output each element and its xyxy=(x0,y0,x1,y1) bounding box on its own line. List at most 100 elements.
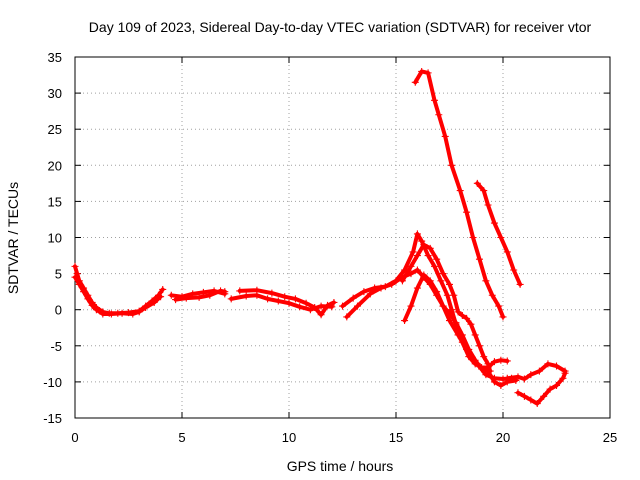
data-point xyxy=(221,288,229,296)
data-point xyxy=(520,375,528,383)
data-point xyxy=(456,187,464,195)
data-point xyxy=(413,284,421,292)
data-point xyxy=(88,301,96,309)
data-point xyxy=(514,373,522,381)
data-point xyxy=(227,295,235,303)
data-point xyxy=(296,303,304,311)
data-point xyxy=(484,367,492,375)
data-point xyxy=(435,111,443,119)
data-point xyxy=(418,67,426,75)
data-point xyxy=(490,219,498,227)
data-point xyxy=(413,230,421,238)
plot-frame xyxy=(74,56,611,419)
y-tick-label: 35 xyxy=(48,50,62,65)
x-tick-label: 5 xyxy=(178,430,185,445)
series-arc-12 xyxy=(473,179,524,288)
data-point xyxy=(268,289,276,297)
data-point xyxy=(206,291,214,299)
data-point xyxy=(499,313,507,321)
data-point xyxy=(527,371,535,379)
data-point xyxy=(377,284,385,292)
data-point xyxy=(452,319,460,327)
data-point xyxy=(553,362,560,370)
data-point xyxy=(450,291,458,299)
data-point xyxy=(437,277,445,285)
x-tick-labels: 0 5 10 15 20 25 xyxy=(71,430,617,445)
data-point xyxy=(398,277,406,285)
data-point xyxy=(490,378,498,386)
x-tick-label: 25 xyxy=(603,430,617,445)
data-point xyxy=(480,187,488,195)
data-point xyxy=(561,369,569,377)
data-point xyxy=(172,296,180,304)
data-point xyxy=(510,266,518,274)
data-point xyxy=(544,360,552,368)
data-point xyxy=(535,367,543,375)
x-tick-label: 10 xyxy=(282,430,296,445)
data-point xyxy=(349,294,357,302)
series-arc-2 xyxy=(71,273,165,318)
data-point xyxy=(420,241,428,249)
data-point xyxy=(142,304,150,312)
data-point xyxy=(441,132,449,140)
data-point xyxy=(471,331,479,339)
data-point xyxy=(360,288,368,296)
data-point xyxy=(439,302,447,310)
data-point xyxy=(446,280,453,288)
data-point xyxy=(129,310,137,318)
data-point xyxy=(291,295,299,303)
data-point xyxy=(465,345,473,353)
y-tick-label: 30 xyxy=(48,86,62,101)
data-point xyxy=(471,356,479,364)
data-point xyxy=(424,252,432,260)
data-point xyxy=(458,311,466,319)
data-point xyxy=(413,252,421,260)
series-arc-10 xyxy=(401,271,520,390)
data-point xyxy=(426,277,434,285)
data-point xyxy=(475,255,483,263)
data-point xyxy=(311,304,319,312)
data-point xyxy=(454,308,462,316)
series-arc-6 xyxy=(236,286,338,319)
data-point xyxy=(420,271,428,279)
series-line xyxy=(340,231,510,370)
data-point xyxy=(281,293,289,301)
data-point xyxy=(463,208,471,216)
data-point xyxy=(516,280,524,288)
y-tick-labels: -15 -10 -5 0 5 10 15 20 25 30 35 xyxy=(43,50,62,426)
data-point xyxy=(433,288,441,296)
data-point xyxy=(433,255,441,263)
data-point xyxy=(424,69,432,77)
data-point xyxy=(107,310,115,318)
data-point xyxy=(71,262,79,270)
data-point xyxy=(473,179,481,187)
x-tick-label: 0 xyxy=(71,430,78,445)
data-point xyxy=(503,357,511,365)
data-point xyxy=(499,375,507,383)
data-point xyxy=(527,396,535,404)
data-point xyxy=(546,385,554,393)
data-point xyxy=(514,389,522,397)
data-point xyxy=(118,309,126,317)
series-line xyxy=(402,273,518,388)
data-point xyxy=(236,287,244,295)
data-point xyxy=(150,298,158,306)
series-arc-11 xyxy=(411,67,507,321)
data-point xyxy=(388,280,396,288)
data-point xyxy=(253,286,261,294)
data-point xyxy=(366,290,374,298)
data-point xyxy=(497,234,505,241)
data-point xyxy=(533,400,541,408)
data-point xyxy=(167,291,175,299)
data-point xyxy=(469,234,477,241)
data-point xyxy=(446,309,453,317)
data-point xyxy=(503,248,511,256)
x-axis-label: GPS time / hours xyxy=(287,458,394,474)
data-point xyxy=(157,293,165,301)
y-tick-label: 15 xyxy=(48,194,62,209)
series-line xyxy=(237,288,336,317)
data-point xyxy=(159,285,167,293)
series-arc-14 xyxy=(514,369,569,408)
data-point xyxy=(495,302,503,310)
